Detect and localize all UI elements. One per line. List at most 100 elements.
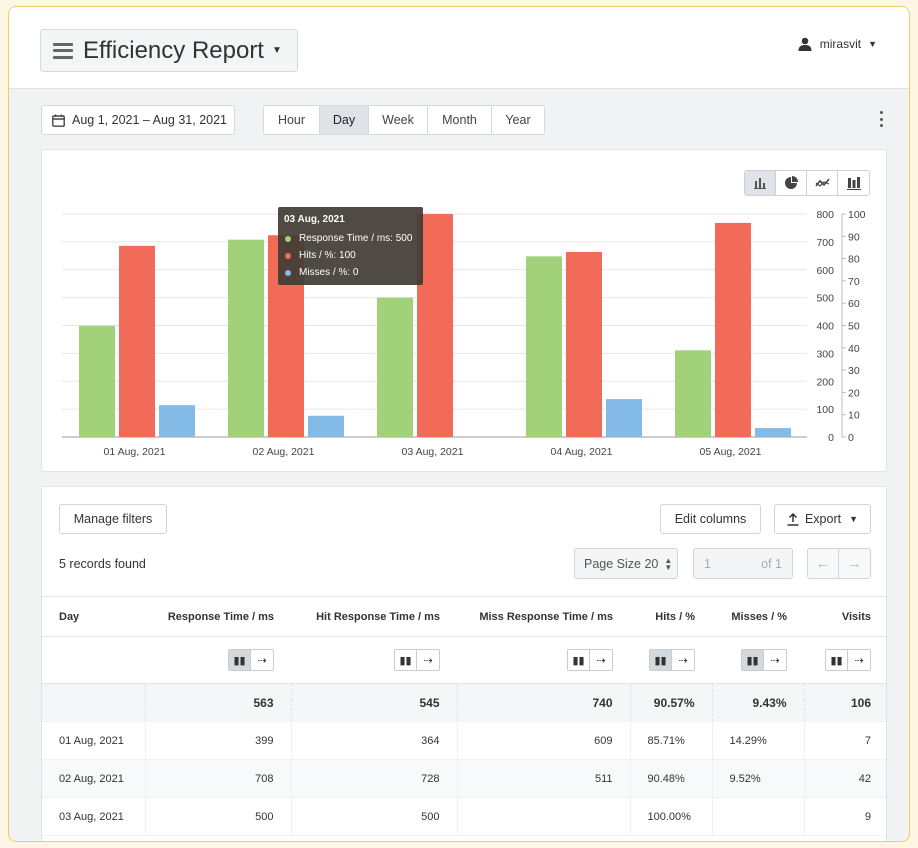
report-switcher[interactable]: Efficiency Report ▼: [40, 29, 298, 72]
calendar-icon: [52, 114, 65, 127]
prev-page-icon[interactable]: ←: [808, 549, 839, 578]
table-cell: 02 Aug, 2021: [42, 759, 146, 798]
y2-tick-label: 80: [848, 254, 860, 266]
y2-tick-label: 50: [848, 321, 860, 333]
tooltip-row-label: Response Time / ms: 500: [299, 233, 413, 244]
table-cell: 42: [804, 759, 886, 798]
chart-bar: [377, 297, 413, 437]
column-header-day[interactable]: Day: [42, 596, 145, 637]
column-header-misses[interactable]: Misses / %: [712, 596, 804, 637]
column-header-visits[interactable]: Visits: [804, 596, 886, 637]
manage-filters-button[interactable]: Manage filters: [59, 504, 167, 534]
chart-bar: [675, 350, 711, 437]
period-week[interactable]: Week: [369, 106, 428, 134]
chart-bar: [606, 399, 642, 437]
more-options-icon[interactable]: [879, 111, 883, 127]
total-cell: 106: [804, 683, 886, 722]
table-cell: 85.71%: [630, 721, 713, 760]
export-button[interactable]: Export ▼: [774, 504, 871, 534]
total-cell: 740: [457, 683, 631, 722]
chart-bar: [417, 214, 453, 437]
period-year[interactable]: Year: [505, 113, 531, 127]
chart-bar: [119, 245, 155, 437]
table-cell: 03 Aug, 2021: [42, 797, 146, 836]
period-selector: Hour Day Week Month Year: [263, 105, 545, 135]
column-header-hit-response-time[interactable]: Hit Response Time / ms: [291, 596, 457, 637]
series-dot-icon: [285, 269, 291, 276]
chart-toggle-icon[interactable]: ▮▮: [229, 650, 251, 670]
caret-down-icon: ▼: [868, 39, 877, 49]
stacked-chart-icon[interactable]: [838, 171, 869, 195]
compare-icon[interactable]: ⇢: [251, 650, 273, 670]
column-controls: ▮▮ ⇢: [712, 636, 804, 684]
y-tick-label: 100: [816, 404, 834, 416]
y2-tick-label: 90: [848, 231, 860, 243]
table-cell: [712, 797, 805, 836]
sort-arrows-icon: ▲ ▼: [664, 555, 673, 572]
column-header-miss-response-time[interactable]: Miss Response Time / ms: [457, 596, 630, 637]
page-number-input[interactable]: 1 of 1: [693, 548, 793, 579]
chart-bar: [159, 405, 195, 437]
compare-icon[interactable]: ⇢: [417, 650, 439, 670]
chart-bar: [228, 239, 264, 437]
table-cell: 364: [291, 721, 458, 760]
empty-cell: [42, 636, 145, 684]
table-header-row: Day Response Time / ms Hit Response Time…: [42, 596, 886, 637]
table-cell: 708: [145, 759, 292, 798]
x-tick-label: 05 Aug, 2021: [700, 446, 762, 458]
table-row: 01 Aug, 2021 399 364 609 85.71% 14.29% 7: [42, 721, 886, 760]
y2-tick-label: 30: [848, 365, 860, 377]
y-tick-label: 0: [828, 432, 834, 444]
compare-icon[interactable]: ⇢: [672, 650, 694, 670]
period-hour[interactable]: Hour: [264, 106, 320, 134]
chart-toggle-icon[interactable]: ▮▮: [742, 650, 764, 670]
y2-tick-label: 70: [848, 276, 860, 288]
user-menu[interactable]: mirasvit ▼: [798, 37, 877, 51]
table-cell: 500: [145, 797, 292, 836]
period-month[interactable]: Month: [428, 106, 492, 134]
page-title: Efficiency Report: [83, 36, 264, 64]
table-cell: [457, 797, 631, 836]
records-count: 5 records found: [59, 557, 146, 571]
page-size-select[interactable]: Page Size 20 ▲ ▼: [574, 548, 678, 579]
date-range-text: Aug 1, 2021 – Aug 31, 2021: [72, 113, 227, 127]
compare-icon[interactable]: ⇢: [764, 650, 786, 670]
y2-tick-label: 100: [848, 209, 866, 221]
table-cell: 9: [804, 797, 886, 836]
column-header-hits[interactable]: Hits / %: [630, 596, 712, 637]
column-header-response-time[interactable]: Response Time / ms: [145, 596, 291, 637]
y-tick-label: 800: [816, 209, 834, 221]
y2-tick-label: 40: [848, 343, 860, 355]
date-range-picker[interactable]: Aug 1, 2021 – Aug 31, 2021: [41, 105, 235, 135]
chart-tooltip: 03 Aug, 2021 Response Time / ms: 500 Hit…: [278, 207, 423, 285]
total-cell: [42, 683, 146, 722]
y-tick-label: 700: [816, 237, 834, 249]
compare-icon[interactable]: ⇢: [848, 650, 870, 670]
tooltip-row-label: Misses / %: 0: [299, 267, 359, 278]
caret-down-icon: ▼: [849, 514, 859, 524]
edit-columns-button[interactable]: Edit columns: [660, 504, 761, 534]
chart-toggle-icon[interactable]: ▮▮: [826, 650, 848, 670]
table-cell: 500: [291, 797, 458, 836]
table-cell: 399: [145, 721, 292, 760]
chart-bar: [715, 222, 751, 437]
pie-chart-icon[interactable]: [776, 171, 807, 195]
chart-bar: [755, 428, 791, 437]
column-controls: ▮▮ ⇢: [457, 636, 630, 684]
line-chart-icon[interactable]: [807, 171, 838, 195]
chart-toggle-icon[interactable]: ▮▮: [568, 650, 590, 670]
table-cell: 100.00%: [630, 797, 713, 836]
series-dot-icon: [285, 235, 291, 242]
column-chart-icon[interactable]: [745, 171, 776, 195]
upload-icon: [787, 512, 799, 526]
column-controls: ▮▮ ⇢: [291, 636, 457, 684]
chart-toggle-icon[interactable]: ▮▮: [395, 650, 417, 670]
chart-toggle-icon[interactable]: ▮▮: [650, 650, 672, 670]
column-controls: ▮▮ ⇢: [630, 636, 712, 684]
table-cell: 7: [804, 721, 886, 760]
totals-row: 563 545 740 90.57% 9.43% 106: [42, 683, 886, 722]
period-day[interactable]: Day: [320, 106, 369, 134]
next-page-icon[interactable]: →: [847, 555, 862, 572]
user-icon: [798, 37, 812, 51]
compare-icon[interactable]: ⇢: [590, 650, 612, 670]
